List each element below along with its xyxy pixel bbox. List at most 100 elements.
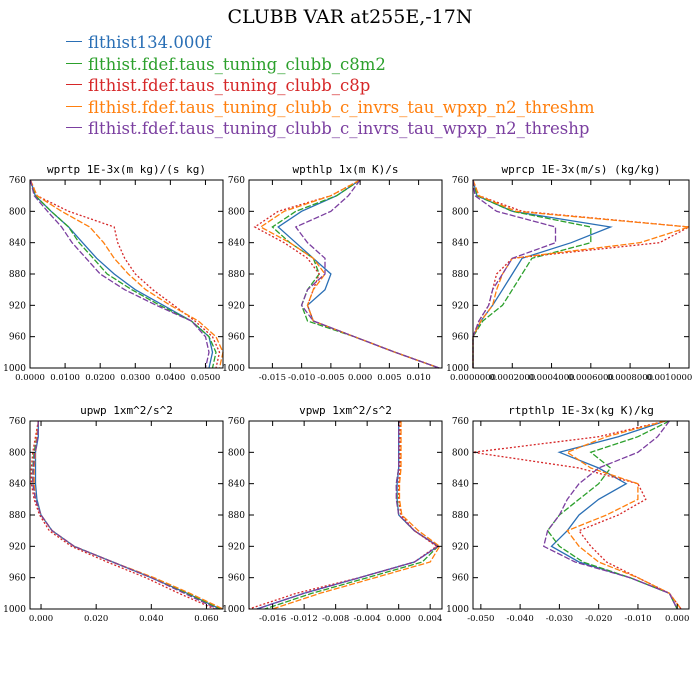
x-tick-label: 0.004 [418, 614, 442, 624]
series-line [253, 179, 440, 369]
y-tick-label: 960 [452, 574, 469, 584]
series-line [271, 179, 440, 369]
x-tick-label: 0.0002000 [489, 373, 535, 383]
y-tick-label: 840 [9, 239, 26, 249]
x-tick-label: 0.060 [194, 614, 218, 624]
y-tick-label: 840 [228, 480, 245, 490]
y-tick-label: 800 [9, 448, 26, 458]
x-tick-label: -0.010 [288, 373, 315, 383]
y-tick-label: 800 [452, 448, 469, 458]
y-tick-label: 800 [228, 448, 245, 458]
x-tick-label: 0.0008000 [607, 373, 653, 383]
legend-label: flthist.fdef.taus_tuning_clubb_c_invrs_t… [88, 119, 590, 138]
legend-line-icon [66, 127, 82, 128]
legend-item: flthist.fdef.taus_tuning_clubb_c_invrs_t… [66, 118, 595, 140]
series-line [256, 421, 440, 610]
legend-label: flthist.fdef.taus_tuning_clubb_c8m2 [88, 54, 386, 74]
x-tick-label: 0.0400 [155, 373, 185, 383]
y-tick-label: 1000 [446, 364, 469, 374]
series-line [472, 420, 682, 610]
legend-item: flthist134.000f [66, 32, 595, 54]
series-line [472, 179, 557, 368]
y-tick-label: 760 [228, 176, 245, 186]
series-line [29, 179, 210, 369]
x-tick-label: 0.0300 [120, 373, 150, 383]
plot-frame [29, 179, 224, 369]
y-tick-label: 920 [452, 301, 469, 311]
y-tick-label: 920 [228, 301, 245, 311]
subplot: upwp 1xm^2/s^2 760 800 840 880 920 960 10000.00… [3, 404, 224, 624]
y-tick-label: 880 [452, 270, 469, 280]
series-line [29, 179, 224, 369]
x-tick-label: 0.000 [29, 614, 53, 624]
x-tick-label: 0.0000000 [450, 373, 496, 383]
y-tick-label: 760 [452, 417, 469, 427]
subplot-title: wprtp 1E-3x(m kg)/(s kg) [47, 163, 206, 176]
x-tick-label: 0.0006000 [568, 373, 614, 383]
y-tick-label: 880 [228, 270, 245, 280]
y-tick-label: 920 [9, 301, 26, 311]
legend-line-icon [66, 62, 82, 64]
x-tick-label: -0.040 [507, 614, 534, 624]
series-line [272, 421, 441, 610]
series-line [32, 420, 218, 610]
x-tick-label: -0.016 [259, 614, 286, 624]
series-line [264, 421, 440, 610]
x-tick-label: 0.010 [406, 373, 430, 383]
y-tick-label: 880 [9, 511, 26, 521]
legend-label: flthist134.000f [88, 33, 211, 52]
y-tick-label: 760 [9, 417, 26, 427]
y-tick-label: 960 [9, 333, 26, 343]
legend-label: flthist.fdef.taus_tuning_clubb_c8p [88, 76, 371, 95]
y-tick-label: 1000 [222, 364, 245, 374]
subplot-title: upwp 1xm^2/s^2 [80, 404, 173, 417]
x-tick-label: -0.050 [467, 614, 494, 624]
series-line [248, 421, 438, 610]
series-line [550, 420, 678, 610]
series-line [565, 420, 682, 610]
plot-frame [248, 179, 443, 369]
y-tick-label: 840 [452, 239, 469, 249]
legend: flthist134.000f flthist.fdef.taus_tuning… [66, 32, 595, 140]
x-tick-label: -0.008 [322, 614, 349, 624]
y-tick-label: 800 [228, 207, 245, 217]
x-tick-label: 0.0500 [191, 373, 221, 383]
y-tick-label: 960 [452, 333, 469, 343]
legend-item: flthist.fdef.taus_tuning_clubb_c8p [66, 75, 595, 97]
x-tick-label: 0.0100 [50, 373, 80, 383]
series-line [34, 421, 221, 610]
y-tick-label: 960 [228, 333, 245, 343]
x-tick-label: 0.040 [139, 614, 163, 624]
figure-title: CLUBB VAR at255E,-17N [227, 6, 473, 28]
x-tick-label: 0.005 [377, 373, 401, 383]
series-line [259, 179, 440, 369]
x-tick-label: -0.004 [354, 614, 381, 624]
plot-frame [29, 420, 224, 610]
y-tick-label: 960 [228, 574, 245, 584]
y-tick-label: 1000 [3, 364, 26, 374]
series-line [472, 179, 592, 368]
y-tick-label: 840 [9, 480, 26, 490]
y-tick-label: 920 [228, 542, 245, 552]
y-tick-label: 920 [452, 542, 469, 552]
y-tick-label: 880 [452, 511, 469, 521]
y-tick-label: 800 [9, 207, 26, 217]
subplot-title: wprcp 1E-3x(m/s) (kg/kg) [502, 163, 661, 176]
x-tick-label: -0.020 [585, 614, 612, 624]
series-line [29, 179, 217, 369]
y-tick-label: 920 [9, 542, 26, 552]
y-tick-label: 960 [9, 574, 26, 584]
y-tick-label: 840 [452, 480, 469, 490]
subplot: wprtp 1E-3x(m kg)/(s kg) 760 800 840 880 920 9… [3, 163, 224, 383]
series-line [542, 420, 678, 610]
y-tick-label: 760 [452, 176, 469, 186]
series-line [32, 420, 221, 610]
subplot-title: wpthlp 1x(m K)/s [293, 163, 399, 176]
plot-frame [472, 420, 690, 610]
x-tick-label: -0.030 [546, 614, 573, 624]
x-tick-label: -0.012 [291, 614, 318, 624]
series-line [29, 179, 221, 369]
y-tick-label: 1000 [222, 605, 245, 615]
legend-line-icon [66, 84, 82, 85]
